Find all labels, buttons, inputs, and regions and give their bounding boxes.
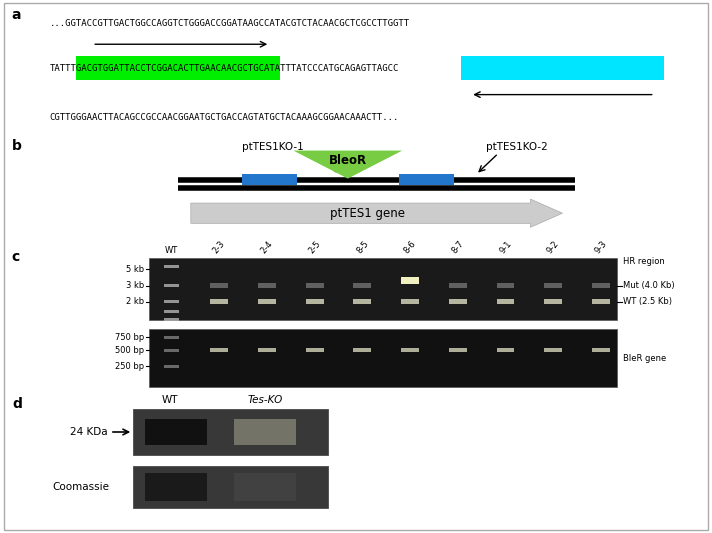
Text: WT: WT — [165, 246, 178, 255]
Bar — [305, 348, 324, 352]
Text: ptTES1KO-2: ptTES1KO-2 — [486, 142, 548, 151]
FancyBboxPatch shape — [461, 55, 664, 79]
Text: TATTTGACGTGGATTACCTCGGACACTTGAACAACGCTGCATATTTATCCCATGCAGAGTTAGCC: TATTTGACGTGGATTACCTCGGACACTTGAACAACGCTGC… — [50, 64, 399, 72]
Bar — [399, 174, 454, 185]
Bar — [164, 336, 179, 339]
Text: 24 KDa: 24 KDa — [70, 427, 108, 437]
Bar — [544, 348, 562, 352]
Bar — [242, 174, 296, 185]
Text: 8-6: 8-6 — [402, 239, 418, 255]
Text: 9-3: 9-3 — [593, 239, 609, 255]
Bar — [234, 473, 296, 501]
Bar — [496, 348, 515, 352]
Bar — [164, 349, 179, 352]
Text: 8-7: 8-7 — [450, 239, 466, 255]
Bar — [353, 348, 372, 352]
Bar — [496, 283, 515, 288]
Text: WT (2.5 Kb): WT (2.5 Kb) — [624, 297, 672, 306]
Bar — [449, 348, 467, 352]
Text: BleoR: BleoR — [329, 154, 367, 167]
Text: 250 bp: 250 bp — [115, 362, 144, 371]
Polygon shape — [293, 150, 402, 179]
Bar — [210, 348, 229, 352]
Bar — [210, 300, 229, 304]
Text: 750 bp: 750 bp — [115, 333, 144, 342]
Text: 9-2: 9-2 — [545, 239, 561, 255]
Bar — [449, 300, 467, 304]
Bar — [164, 284, 179, 287]
Bar — [234, 419, 296, 445]
Text: 500 bp: 500 bp — [115, 346, 144, 355]
Text: c: c — [11, 251, 20, 264]
Bar — [164, 310, 179, 313]
Text: b: b — [11, 139, 21, 153]
Bar — [353, 283, 372, 288]
Text: 2-4: 2-4 — [259, 239, 275, 255]
Text: BleR gene: BleR gene — [624, 354, 666, 363]
Bar — [401, 277, 419, 284]
Bar — [164, 265, 179, 268]
Bar — [164, 300, 179, 303]
Bar — [210, 283, 229, 288]
Text: 5 kb: 5 kb — [126, 265, 144, 274]
Bar — [496, 300, 515, 304]
Bar — [305, 300, 324, 304]
Text: 2-5: 2-5 — [307, 239, 323, 255]
Text: 2-3: 2-3 — [211, 239, 227, 255]
Text: 3 kb: 3 kb — [126, 281, 144, 290]
Text: 9-1: 9-1 — [498, 239, 513, 255]
Bar — [133, 466, 328, 508]
Text: Tes-KO: Tes-KO — [248, 395, 283, 405]
Bar — [449, 283, 467, 288]
Text: HR region: HR region — [624, 257, 665, 266]
Bar — [149, 258, 617, 319]
Text: 2 kb: 2 kb — [126, 297, 144, 306]
Text: Mut (4.0 Kb): Mut (4.0 Kb) — [624, 281, 675, 290]
Text: d: d — [13, 398, 23, 411]
Text: ptTES1KO-1: ptTES1KO-1 — [242, 142, 304, 151]
Bar — [258, 300, 276, 304]
Polygon shape — [191, 199, 562, 227]
Bar — [592, 348, 610, 352]
Bar — [401, 300, 419, 304]
Text: 8-5: 8-5 — [355, 239, 370, 255]
Bar — [305, 283, 324, 288]
Bar — [258, 348, 276, 352]
Bar — [592, 300, 610, 304]
Bar — [592, 283, 610, 288]
Text: ...GGTACCGTTGACTGGCCAGGTCTGGGACCGGATAAGCCATACGTCTACAACGCTCGCCTTGGTT: ...GGTACCGTTGACTGGCCAGGTCTGGGACCGGATAAGC… — [50, 19, 410, 28]
Text: CGTTGGGAACTTACAGCCGCCAACGGAATGCTGACCAGTATGCTACAAAGCGGAACAAACTT...: CGTTGGGAACTTACAGCCGCCAACGGAATGCTGACCAGTA… — [50, 113, 399, 122]
Bar — [353, 300, 372, 304]
Bar — [149, 329, 617, 387]
Bar — [164, 318, 179, 321]
Text: WT: WT — [162, 395, 178, 405]
Text: Coomassie: Coomassie — [52, 482, 109, 492]
Bar — [133, 408, 328, 455]
Bar — [145, 419, 207, 445]
Bar — [544, 283, 562, 288]
FancyBboxPatch shape — [76, 55, 280, 79]
Bar — [401, 348, 419, 352]
Bar — [544, 300, 562, 304]
Text: ptTES1 gene: ptTES1 gene — [330, 207, 404, 220]
Bar — [258, 283, 276, 288]
Text: a: a — [11, 8, 21, 22]
Bar — [145, 473, 207, 501]
Bar — [164, 365, 179, 368]
